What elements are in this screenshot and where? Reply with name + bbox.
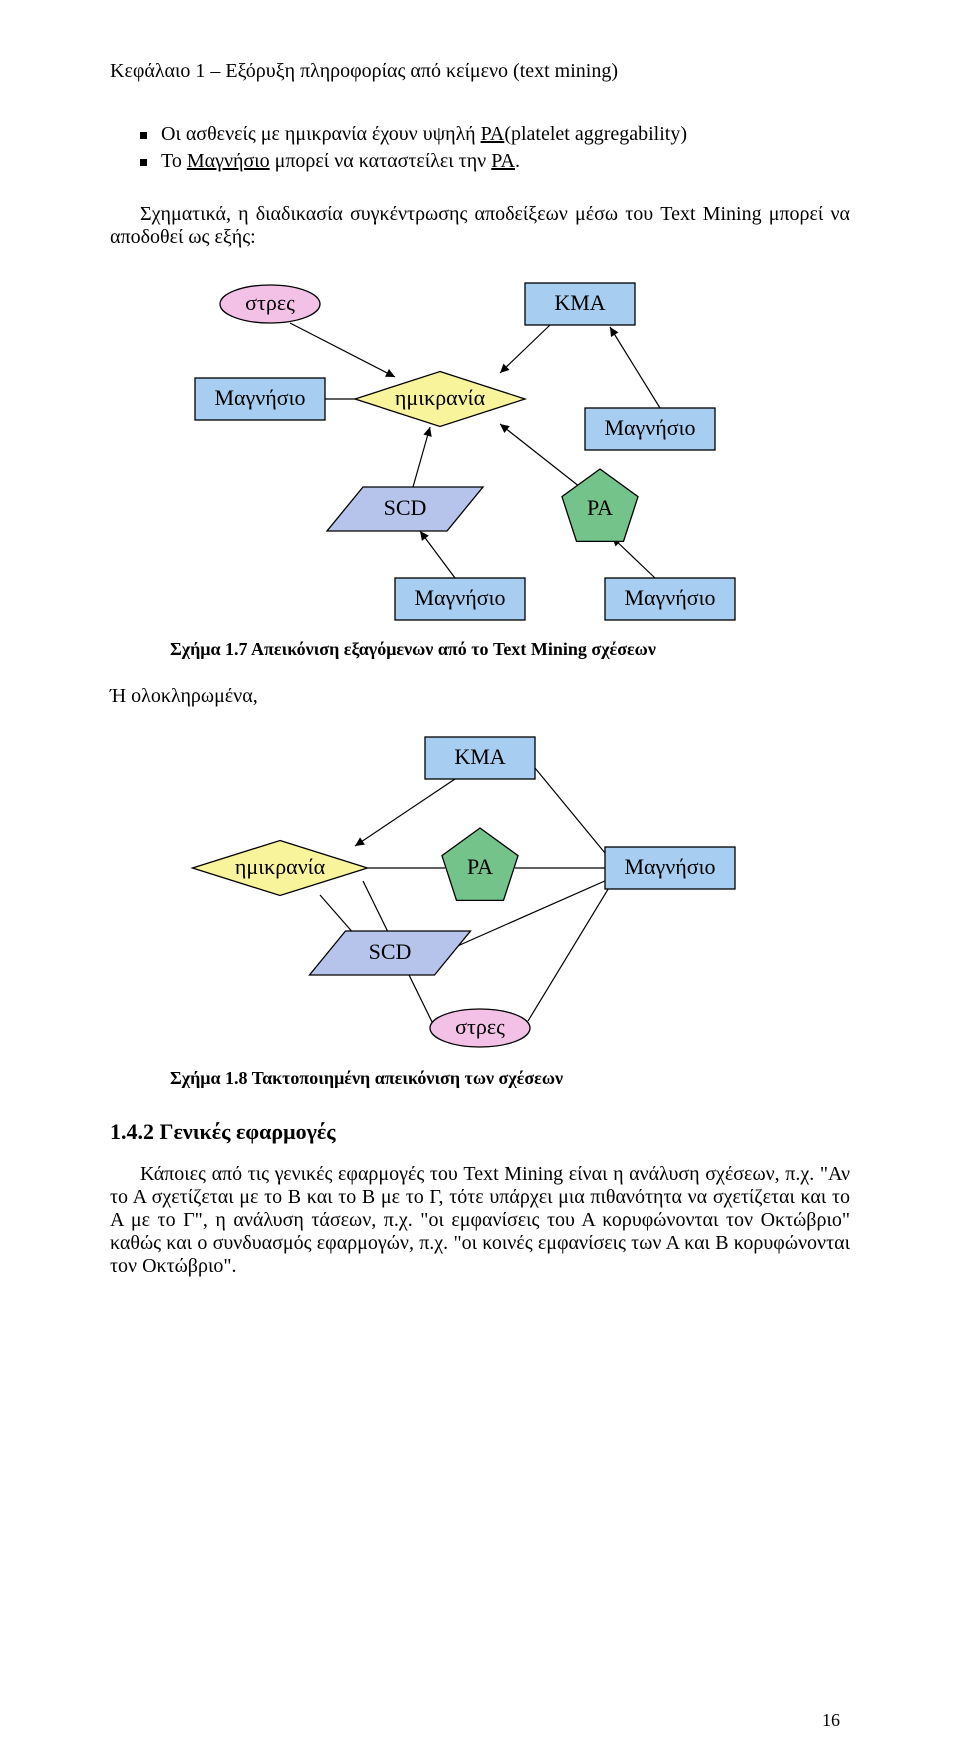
- mid-text: Ή ολοκληρωμένα,: [110, 685, 850, 708]
- figure-1-diagram: στρες KMA Μαγνήσιο ημικρανία Μαγνήσιο SCD PA Μα…: [180, 269, 780, 629]
- figure-2-diagram: KMA ημικρανία PA Μαγνήσιο SCD στρες: [180, 728, 780, 1058]
- bullet-item: Οι ασθενείς με ημικρανία έχουν υψηλή PA(…: [140, 123, 850, 146]
- svg-text:KMA: KMA: [454, 744, 505, 769]
- svg-text:στρες: στρες: [245, 290, 295, 315]
- bullet-text-underline: PA: [481, 123, 505, 145]
- chapter-heading: Κεφάλαιο 1 – Εξόρυξη πληροφορίας από κεί…: [110, 60, 850, 83]
- figure-1-caption: Σχήμα 1.7 Απεικόνιση εξαγόμενων από το T…: [170, 639, 850, 660]
- svg-text:ημικρανία: ημικρανία: [395, 385, 486, 410]
- bullet-marker-icon: [140, 159, 147, 166]
- bullet-text-underline: PA: [491, 150, 515, 172]
- svg-text:Μαγνήσιο: Μαγνήσιο: [624, 585, 715, 610]
- svg-text:Μαγνήσιο: Μαγνήσιο: [214, 385, 305, 410]
- bullet-text-pre: Οι ασθενείς με ημικρανία έχουν υψηλή: [161, 123, 481, 145]
- page-number: 16: [822, 1710, 840, 1731]
- bullet-list: Οι ασθενείς με ημικρανία έχουν υψηλή PA(…: [140, 123, 850, 173]
- svg-text:Μαγνήσιο: Μαγνήσιο: [624, 854, 715, 879]
- svg-text:Μαγνήσιο: Μαγνήσιο: [414, 585, 505, 610]
- intro-paragraph: Σχηματικά, η διαδικασία συγκέντρωσης απο…: [110, 203, 850, 249]
- svg-text:SCD: SCD: [384, 495, 427, 520]
- bullet-text-post: .: [515, 150, 520, 172]
- bullet-text-post: (platelet aggregability): [504, 123, 687, 145]
- bullet-text-mid: μπορεί να καταστείλει την: [270, 150, 492, 172]
- bullet-text-underline: Μαγνήσιο: [187, 150, 270, 172]
- bullet-item: Το Μαγνήσιο μπορεί να καταστείλει την PA…: [140, 150, 850, 173]
- bullet-text-pre: Το: [161, 150, 187, 172]
- body-paragraph: Κάποιες από τις γενικές εφαρμογές του Te…: [110, 1163, 850, 1278]
- bullet-text: Το Μαγνήσιο μπορεί να καταστείλει την PA…: [161, 150, 520, 173]
- svg-text:PA: PA: [587, 495, 613, 520]
- bullet-marker-icon: [140, 132, 147, 139]
- svg-text:SCD: SCD: [369, 939, 412, 964]
- svg-text:Μαγνήσιο: Μαγνήσιο: [604, 415, 695, 440]
- svg-text:KMA: KMA: [554, 290, 605, 315]
- figure-2-caption: Σχήμα 1.8 Τακτοποιημένη απεικόνιση των σ…: [170, 1068, 850, 1089]
- bullet-text: Οι ασθενείς με ημικρανία έχουν υψηλή PA(…: [161, 123, 687, 146]
- svg-text:PA: PA: [467, 854, 493, 879]
- section-heading: 1.4.2 Γενικές εφαρμογές: [110, 1119, 850, 1145]
- svg-text:ημικρανία: ημικρανία: [235, 854, 326, 879]
- svg-text:στρες: στρες: [455, 1014, 505, 1039]
